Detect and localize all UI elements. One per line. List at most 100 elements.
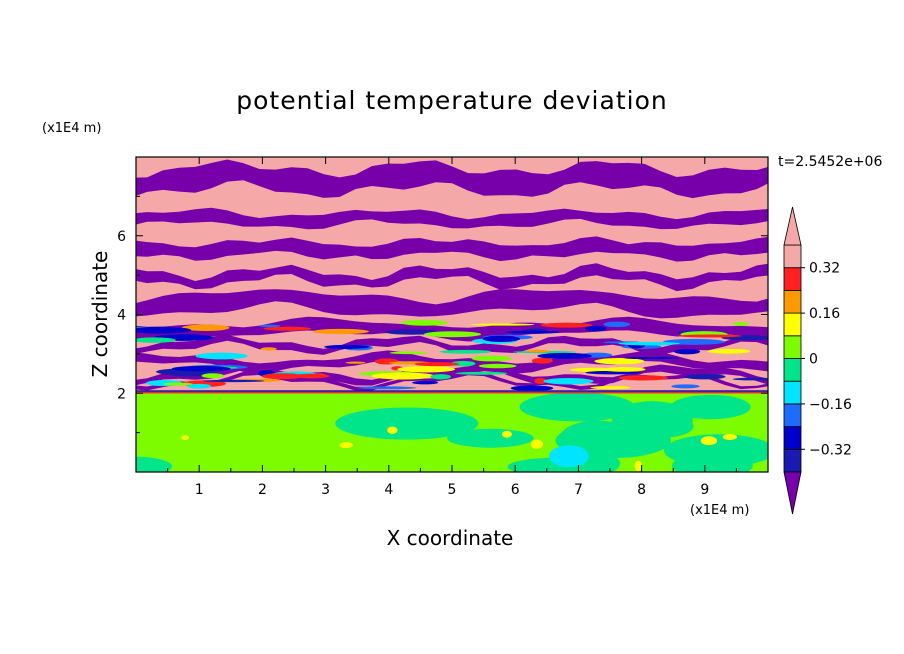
mixing-patch	[430, 374, 451, 380]
lower-patch	[530, 439, 543, 449]
mixing-patch	[136, 326, 192, 334]
lower-patch	[181, 435, 190, 440]
colorbar-segment	[783, 403, 802, 427]
x-axis-label: X coordinate	[386, 526, 514, 550]
mixing-patch	[263, 326, 312, 331]
band-purple	[136, 207, 768, 230]
mixing-patch	[505, 330, 560, 334]
lower-patch	[634, 460, 642, 472]
lower-patch	[519, 392, 635, 422]
mixing-patch	[201, 373, 224, 379]
mixing-patch	[732, 322, 750, 326]
mixing-patch	[357, 386, 417, 390]
x-tick-label: 5	[448, 482, 457, 498]
mixing-patch	[470, 323, 535, 326]
lower-patch	[636, 414, 694, 438]
y-tick-label: 4	[117, 308, 126, 324]
mixing-patch	[412, 380, 439, 385]
mixing-patch	[482, 335, 521, 343]
colorbar-segment	[783, 380, 802, 405]
x-axis-unit: (x1E4 m)	[690, 503, 750, 518]
mixing-patch	[397, 366, 456, 373]
mixing-patch	[603, 321, 631, 328]
mixing-patch	[389, 351, 428, 355]
mixing-patch	[732, 377, 768, 381]
x-tick-label: 3	[321, 482, 330, 498]
lower-patch	[136, 456, 172, 472]
lower-patch	[671, 453, 753, 472]
mixing-patch	[371, 372, 435, 380]
colorbar-segment	[783, 244, 802, 269]
x-tick-label: 8	[637, 482, 646, 498]
mixing-patch	[136, 337, 176, 343]
x-tick-label: 4	[384, 482, 393, 498]
colorbar-segment	[783, 289, 802, 314]
mixing-patch	[424, 331, 482, 338]
lower-patch	[447, 428, 534, 448]
lower-patch	[548, 445, 589, 468]
mixing-patch	[534, 377, 547, 385]
mixing-patch	[162, 382, 193, 386]
colorbar-segment	[783, 448, 802, 473]
mixing-patch	[312, 328, 369, 335]
mixing-patch	[510, 385, 554, 392]
mixing-patch	[537, 352, 592, 359]
mixing-patch	[671, 384, 700, 389]
band-purple	[136, 334, 768, 355]
mixing-patch	[195, 352, 248, 360]
mixing-patch	[171, 365, 231, 372]
mixing-patch	[400, 319, 448, 326]
mixing-patch	[590, 386, 631, 390]
mixing-patch	[531, 357, 553, 364]
colorbar-segment	[783, 267, 802, 291]
x-tick-label: 6	[511, 482, 520, 498]
colorbar-segment	[783, 312, 802, 337]
mixing-patch	[324, 344, 370, 349]
mixing-patch	[618, 375, 669, 381]
colorbar-label: −0.32	[809, 442, 852, 458]
x-tick-label: 2	[258, 482, 267, 498]
colorbar-segment	[783, 335, 802, 359]
y-tick-label: 6	[117, 229, 126, 245]
mixing-patch	[707, 348, 751, 354]
mixing-patch	[478, 363, 517, 369]
lower-patch	[700, 436, 718, 446]
lower-patch	[670, 394, 751, 420]
mixing-patch	[260, 347, 277, 351]
mixing-patch	[261, 373, 304, 380]
mixing-patch	[678, 334, 742, 338]
mixing-patch	[455, 371, 508, 375]
colorbar-label: 0	[809, 352, 818, 368]
chart-title: potential temperature deviation	[236, 86, 668, 115]
colorbar-label: 0.32	[809, 261, 840, 277]
mixing-patch	[526, 349, 550, 353]
x-tick-label: 7	[574, 482, 583, 498]
mixing-patch	[684, 374, 726, 380]
mixing-patch	[543, 378, 594, 385]
x-tick-label: 9	[700, 482, 709, 498]
mixing-patch	[540, 322, 593, 328]
lower-patch	[339, 442, 353, 449]
band-purple	[136, 236, 768, 262]
mixing-patch	[181, 324, 230, 332]
mixing-patch	[414, 362, 460, 367]
mixing-patch	[594, 358, 645, 365]
mixing-patch	[618, 341, 680, 346]
colorbar-segment	[783, 358, 802, 382]
lower-patch	[335, 407, 479, 440]
x-tick-label: 1	[195, 482, 204, 498]
field-group	[136, 157, 768, 472]
lower-patch	[501, 430, 512, 438]
mixing-patch	[624, 356, 680, 360]
mixing-patch	[601, 367, 646, 372]
interface-line	[136, 391, 768, 394]
lower-patch	[722, 434, 738, 441]
band-purple	[136, 263, 768, 292]
colorbar-extend-top	[783, 206, 802, 246]
time-label: t=2.5452e+06	[778, 154, 883, 170]
mixing-patch	[345, 361, 366, 364]
mixing-patch	[440, 349, 492, 354]
band-purple	[136, 159, 768, 199]
